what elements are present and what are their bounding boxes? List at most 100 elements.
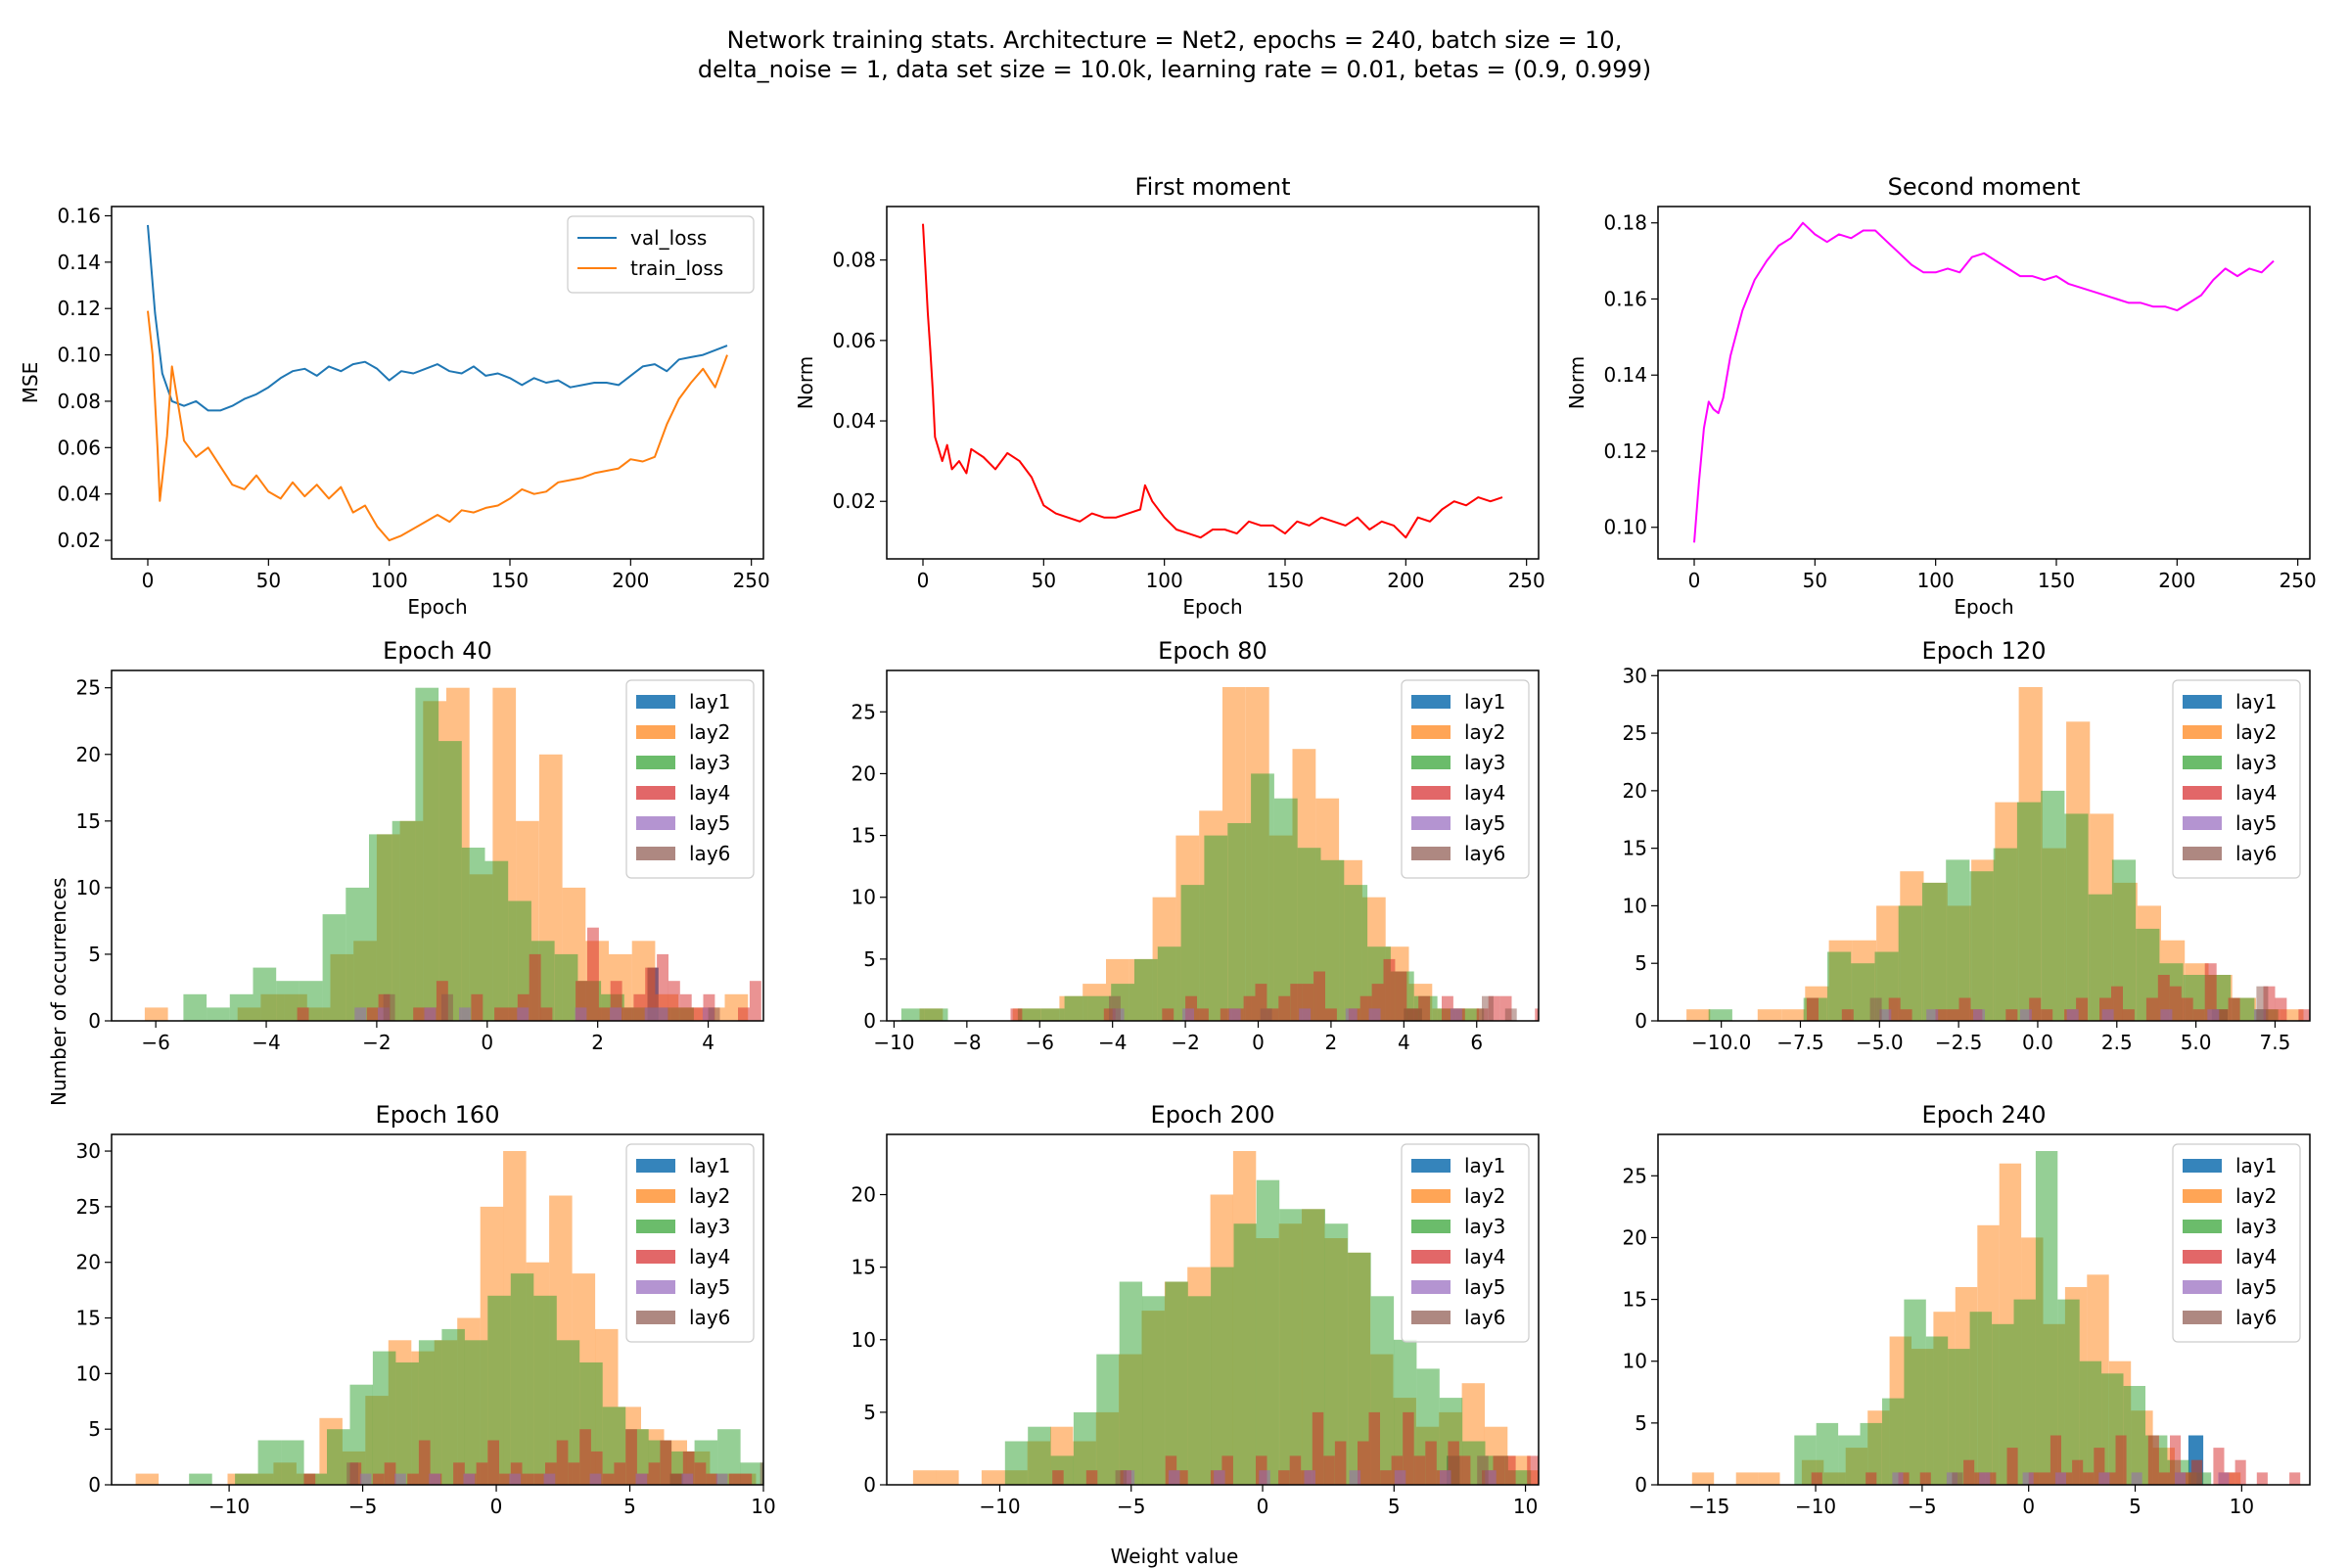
x-tick-label: 0.0 <box>2022 1031 2053 1054</box>
legend-swatch <box>2183 816 2222 830</box>
lay5-bar <box>1892 1472 1904 1485</box>
subplot-title: First moment <box>1135 173 1291 201</box>
x-tick-label: −10 <box>979 1495 1020 1518</box>
plot-area <box>1693 221 2275 543</box>
lay3-bar <box>2013 1299 2036 1485</box>
lay5-bar <box>394 1473 406 1485</box>
lay3-bar <box>183 993 207 1021</box>
legend-label: lay5 <box>2235 1275 2277 1299</box>
x-tick-label: 5 <box>2129 1495 2142 1518</box>
lay4-bar <box>2094 1448 2105 1485</box>
lay3-bar <box>441 1328 465 1485</box>
x-tick-label: 250 <box>1508 569 1545 592</box>
lay4-bar <box>1243 995 1256 1021</box>
lay5-bar <box>1451 1008 1462 1021</box>
lay3-bar <box>554 953 578 1021</box>
lay4-bar <box>682 1451 695 1485</box>
y-tick-label: 20 <box>1623 779 1647 803</box>
plot-area <box>912 1151 1539 1485</box>
lay5-bar <box>2019 1009 2032 1021</box>
lay3-bar <box>1898 905 1922 1021</box>
y-tick-label: 0.04 <box>832 409 876 433</box>
lay4-bar <box>691 1007 704 1021</box>
lay4-bar <box>1807 997 1819 1021</box>
lay3-bar <box>1992 1323 2014 1485</box>
legend-label: lay6 <box>689 1306 730 1329</box>
plot-area <box>135 1151 763 1485</box>
lay5-bar <box>1214 1470 1225 1485</box>
legend-label: lay5 <box>2235 811 2277 835</box>
lay2-bar <box>1757 1009 1781 1021</box>
x-tick-label: 200 <box>1387 569 1424 592</box>
lay4-bar <box>2170 1435 2182 1485</box>
lay4-bar <box>657 953 668 1021</box>
lay3-bar <box>900 1008 925 1021</box>
lay3-bar <box>322 914 346 1021</box>
lay5-bar <box>1349 1470 1361 1485</box>
y-tick-label: 0 <box>863 1009 876 1033</box>
y-tick-label: 0.06 <box>832 329 876 352</box>
x-tick-label: 10 <box>1513 1495 1538 1518</box>
lay4-bar <box>1290 984 1303 1021</box>
lay4-bar <box>694 1462 707 1485</box>
legend-label: lay5 <box>1464 811 1505 835</box>
legend-swatch <box>636 1189 675 1203</box>
lay6-bar <box>1504 1008 1517 1021</box>
lay4-bar <box>1538 1441 1539 1485</box>
y-tick-label: 0 <box>1635 1473 1647 1497</box>
lay3-bar <box>1004 1441 1029 1485</box>
lay3-bar <box>2041 790 2065 1021</box>
lay4-bar <box>1947 1009 1959 1021</box>
x-tick-label: −6 <box>141 1031 169 1054</box>
lay4-bar <box>679 993 692 1021</box>
y-tick-label: 20 <box>76 1251 101 1274</box>
lay4-bar <box>738 1007 750 1021</box>
lay3-bar <box>369 834 392 1021</box>
lay5-bar <box>1485 1470 1497 1485</box>
lay4-bar <box>1221 1455 1233 1485</box>
lay3-bar <box>2057 1299 2080 1485</box>
legend-swatch <box>2183 1220 2222 1233</box>
lay3-bar <box>276 981 299 1021</box>
lay4-bar <box>1302 984 1314 1021</box>
x-tick-label: 0 <box>917 569 930 592</box>
lay4-bar <box>1527 1455 1539 1485</box>
y-tick-label: 20 <box>852 761 876 785</box>
lay5-bar <box>2175 1472 2187 1485</box>
lay3-bar <box>1922 882 1947 1021</box>
x-tick-label: 10 <box>2230 1495 2254 1518</box>
lay3-bar <box>1273 798 1298 1021</box>
lay5-bar <box>575 1007 587 1021</box>
y-tick-label: 5 <box>1635 1411 1647 1435</box>
y-tick-label: 25 <box>1623 721 1647 745</box>
y-tick-label: 20 <box>852 1183 876 1207</box>
lay4-bar <box>568 1462 580 1485</box>
legend-swatch <box>1411 1220 1451 1233</box>
lay2-bar <box>135 1473 160 1485</box>
legend-swatch <box>1411 756 1451 769</box>
lay4-bar <box>1535 1008 1539 1021</box>
lay2-bar <box>2280 1009 2304 1021</box>
legend-label: lay4 <box>689 781 730 805</box>
lay4-bar <box>2275 997 2287 1021</box>
legend-swatch <box>2183 1311 2222 1324</box>
y-tick-label: 10 <box>852 886 876 909</box>
y-tick-label: 20 <box>1623 1225 1647 1249</box>
lay4-bar <box>540 1007 553 1021</box>
legend-label: lay2 <box>1464 1184 1505 1208</box>
lay4-bar <box>1267 1008 1279 1021</box>
x-tick-label: 0 <box>1252 1031 1265 1054</box>
legend-swatch <box>636 1311 675 1324</box>
lay5-bar <box>509 1473 522 1485</box>
y-tick-label: 15 <box>1623 1288 1647 1312</box>
lay4-bar <box>740 1473 753 1485</box>
lay5-bar <box>1168 1470 1180 1485</box>
x-tick-label: −10 <box>873 1031 914 1054</box>
legend-swatch <box>1411 1280 1451 1294</box>
lay4-bar <box>1958 997 1971 1021</box>
lay4-bar <box>1010 1008 1023 1021</box>
lay5-bar <box>1973 1009 1985 1021</box>
